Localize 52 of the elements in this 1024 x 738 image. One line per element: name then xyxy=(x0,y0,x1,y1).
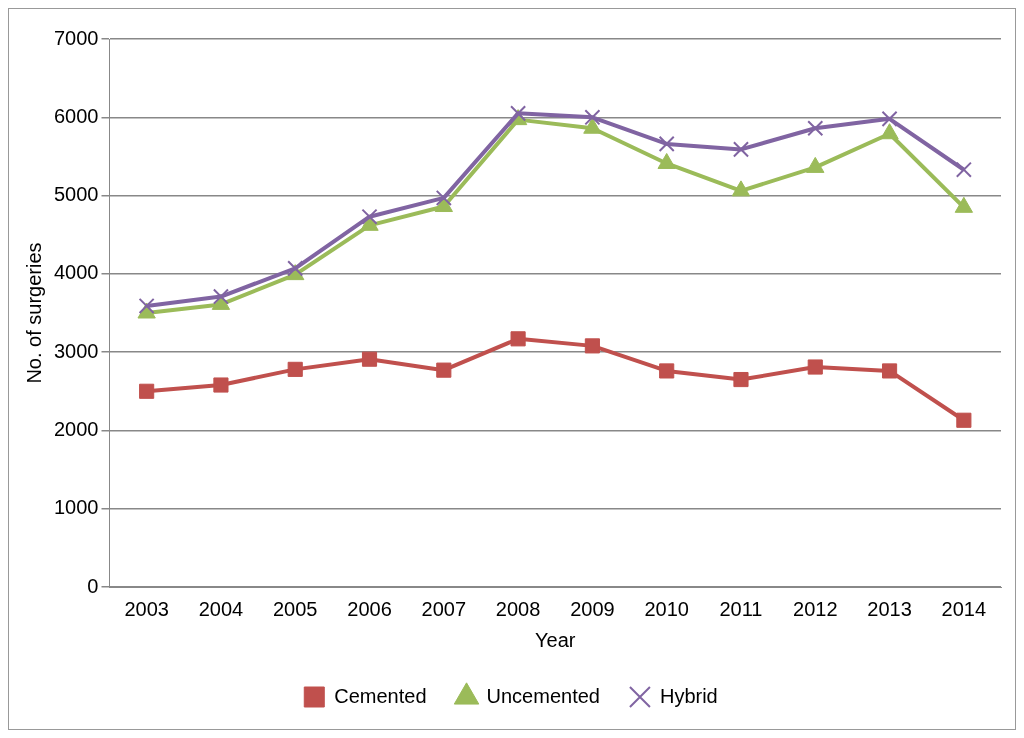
point xyxy=(138,297,155,315)
point xyxy=(287,260,304,277)
point xyxy=(733,371,749,388)
y-tick-label: 6000 xyxy=(53,104,99,127)
x-tick-label: 2005 xyxy=(272,597,318,620)
x-tick-label: 2009 xyxy=(570,597,615,620)
legend-label: Cemented xyxy=(334,684,427,707)
point xyxy=(139,383,155,399)
point xyxy=(807,120,824,137)
point xyxy=(435,189,452,206)
point xyxy=(659,363,675,379)
point xyxy=(510,105,527,122)
y-tick-label: 1000 xyxy=(53,496,99,519)
y-tick-label: 2000 xyxy=(53,417,99,440)
point xyxy=(881,363,898,379)
point xyxy=(584,338,600,354)
x-axis-title: Year xyxy=(535,628,576,651)
point xyxy=(361,351,378,367)
x-tick-label: 2010 xyxy=(644,597,689,620)
point xyxy=(955,161,972,178)
point xyxy=(881,110,898,127)
y-tick-label: 4000 xyxy=(53,261,99,284)
x-tick-label: 2012 xyxy=(793,597,838,620)
legend-label: Hybrid xyxy=(659,684,718,707)
x-tick-label: 2006 xyxy=(347,597,392,620)
point xyxy=(732,141,750,158)
y-axis-title: No. of surgeries xyxy=(22,242,45,384)
point xyxy=(807,359,823,375)
y-tick-label: 3000 xyxy=(53,339,99,362)
x-tick-label: 2003 xyxy=(124,597,169,620)
point xyxy=(212,288,229,305)
point xyxy=(880,123,899,140)
x-tick-label: 2013 xyxy=(867,597,912,620)
point xyxy=(658,135,675,152)
legend-label: Uncemented xyxy=(486,684,600,707)
point xyxy=(213,377,229,393)
y-tick-label: 7000 xyxy=(53,26,99,49)
x-tick-label: 2011 xyxy=(719,597,763,620)
point xyxy=(287,361,303,377)
point xyxy=(436,362,452,378)
y-tick-label: 5000 xyxy=(53,183,99,206)
x-tick-label: 2014 xyxy=(941,597,987,620)
x-tick-label: 2004 xyxy=(198,597,244,620)
point xyxy=(956,412,972,428)
x-tick-label: 2008 xyxy=(495,597,541,620)
point xyxy=(731,180,751,197)
point xyxy=(584,109,601,126)
x-tick-label: 2007 xyxy=(421,597,467,620)
point xyxy=(361,208,378,225)
y-tick-label: 0 xyxy=(87,574,99,597)
point xyxy=(510,331,526,347)
point xyxy=(583,117,602,134)
